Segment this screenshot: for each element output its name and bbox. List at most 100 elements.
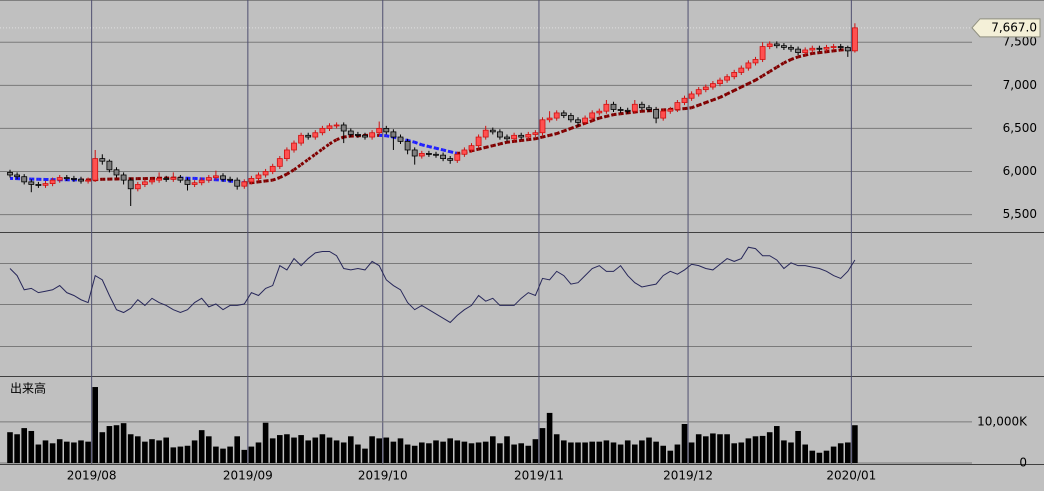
candle-body <box>21 176 28 183</box>
volume-bar <box>376 438 382 463</box>
candle-body <box>106 160 113 171</box>
x-tick-label: 2019/10 <box>358 469 408 483</box>
ma-segment <box>740 82 750 89</box>
candle-body <box>525 134 532 138</box>
ma-segment <box>307 153 317 161</box>
candle-body <box>667 109 674 112</box>
ma-segment <box>584 119 593 125</box>
volume-bar <box>518 443 524 463</box>
candle-body <box>773 43 780 47</box>
ma-segment <box>712 95 721 102</box>
volume-bar <box>49 443 56 463</box>
volume-bar <box>319 434 326 463</box>
ma-segment <box>499 140 508 146</box>
candle-body <box>766 43 773 47</box>
ma-segment <box>506 139 515 144</box>
volume-bar <box>482 441 489 463</box>
ma-segment <box>698 101 707 107</box>
candle-body <box>227 178 234 181</box>
candle-body <box>163 178 170 180</box>
ma-segment <box>684 106 692 111</box>
candle-body <box>532 132 539 135</box>
volume-bar <box>99 432 106 463</box>
volume-bar <box>660 445 666 463</box>
candle-body <box>837 46 844 48</box>
candle-body <box>71 178 77 180</box>
volume-bar <box>106 426 113 463</box>
ma-segment <box>570 124 579 130</box>
volume-bar <box>312 437 319 463</box>
ma-segment <box>449 150 458 155</box>
candle-body <box>291 142 297 151</box>
candle-body <box>85 179 91 182</box>
volume-bar <box>64 441 70 463</box>
volume-bar <box>269 438 276 463</box>
ma-segment <box>286 168 295 176</box>
y-tick-label: 7,500 <box>1003 35 1037 49</box>
volume-bar <box>14 434 20 463</box>
volume-bar <box>340 442 347 463</box>
volume-bar <box>710 433 716 463</box>
candle-body <box>212 175 219 178</box>
candle-body <box>582 117 588 123</box>
candle-body <box>78 178 84 182</box>
volume-bar <box>7 432 13 463</box>
candle-body <box>347 130 354 135</box>
candle-body <box>425 153 432 155</box>
ma-segment <box>258 179 266 184</box>
ma-segment <box>428 145 437 150</box>
volume-bar <box>852 425 858 463</box>
candle-body <box>326 125 333 129</box>
volume-bar <box>738 442 745 463</box>
candle-body <box>149 179 155 183</box>
volume-bar <box>539 428 546 463</box>
volume-bar <box>532 439 539 463</box>
candle-body <box>440 154 447 159</box>
volume-bar <box>85 441 91 463</box>
volume-bar <box>127 434 134 463</box>
candle-body <box>844 47 851 52</box>
x-tick-label: 2020/01 <box>826 469 876 483</box>
volume-bar <box>845 442 851 463</box>
volume-bar <box>433 440 439 463</box>
volume-bar <box>333 440 340 463</box>
volume-bar <box>596 441 603 463</box>
volume-bar <box>241 449 248 463</box>
volume-bar <box>369 436 375 463</box>
volume-bar <box>447 438 453 463</box>
ma-segment <box>528 137 536 142</box>
candle-body <box>781 45 787 48</box>
volume-bar <box>703 436 709 463</box>
candle-body <box>447 158 454 161</box>
volume-bar <box>802 444 808 463</box>
candle-body <box>823 47 830 50</box>
ma-segment <box>812 51 820 55</box>
candle-body <box>269 165 276 172</box>
candle-body <box>134 184 141 190</box>
candle-body <box>234 179 241 187</box>
candle-body <box>14 174 21 178</box>
candle-body <box>752 59 759 64</box>
candle-body <box>589 112 596 119</box>
ma-segment <box>776 61 785 69</box>
volume-bar <box>213 446 219 463</box>
volume-bar <box>553 434 560 463</box>
candle-body <box>127 179 134 190</box>
x-tick-label: 2019/12 <box>663 469 713 483</box>
candle-body <box>390 131 397 138</box>
volume-bar <box>653 441 659 463</box>
candle-body <box>49 179 56 184</box>
candle-body <box>92 158 99 181</box>
y-tick-label: 6,000 <box>1003 164 1037 178</box>
volume-bar <box>404 444 411 463</box>
volume-bar <box>461 441 468 463</box>
volume-bar <box>766 432 773 463</box>
candle-body <box>248 178 255 183</box>
volume-bar <box>227 446 233 463</box>
volume-bar <box>78 440 84 463</box>
volume-bar <box>198 430 205 463</box>
ma-segment <box>336 135 345 142</box>
volume-bar <box>326 437 333 463</box>
ma-segment <box>747 78 757 85</box>
